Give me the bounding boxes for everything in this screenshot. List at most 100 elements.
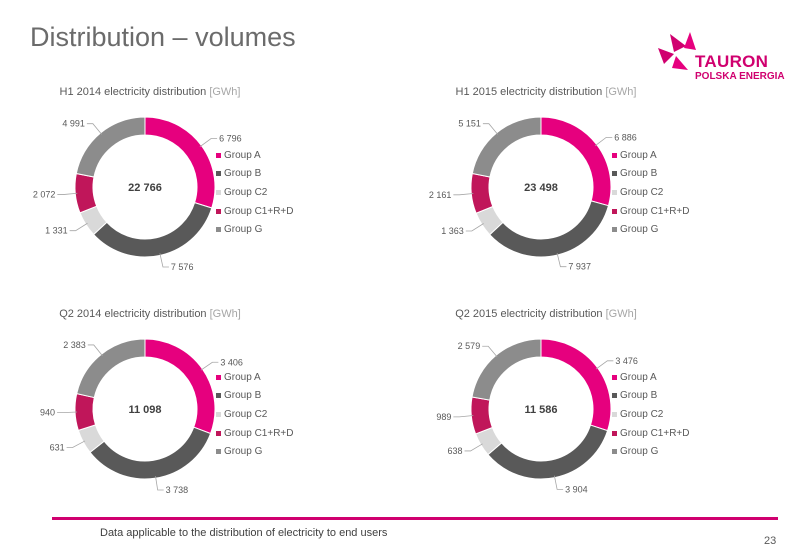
leader-line <box>57 192 78 195</box>
donut-slice <box>76 338 146 399</box>
legend-label: Group C1+R+D <box>224 205 294 217</box>
legend-item: Group B <box>216 387 293 406</box>
chart-title-unit: [GWh] <box>605 308 637 320</box>
donut-slice <box>144 338 216 435</box>
leader-line <box>200 361 219 371</box>
legend: Group A Group B Group C2 Group C1+R+D Group … <box>216 146 293 239</box>
chart-title-unit: [GWh] <box>209 308 241 320</box>
chart-title-unit: [GWh] <box>605 86 637 98</box>
legend-swatch <box>216 393 221 399</box>
legend-label: Group G <box>620 446 659 458</box>
donut-slice <box>89 426 212 480</box>
legend-label: Group B <box>224 390 262 402</box>
chart-title-text: Q2 2014 electricity distribution <box>59 308 210 320</box>
legend-item: Group G <box>216 220 293 239</box>
legend-label: Group G <box>224 446 263 458</box>
legend-swatch <box>612 171 617 177</box>
data-label: 638 <box>448 446 463 456</box>
legend-item: Group B <box>216 165 293 184</box>
legend: Group A Group B Group C2 Group C1+R+D Group … <box>216 368 293 461</box>
donut-slice <box>540 338 612 432</box>
legend-swatch <box>216 227 221 233</box>
leader-line <box>66 440 86 448</box>
donut-slice <box>144 116 216 209</box>
legend-swatch <box>612 411 617 417</box>
legend-swatch <box>612 152 617 158</box>
legend-swatch <box>612 374 617 380</box>
legend-item: Group A <box>216 146 293 165</box>
leader-line <box>465 223 484 232</box>
legend: Group A Group B Group C2 Group C1+R+D Group … <box>612 368 689 461</box>
donut-slice <box>74 393 97 432</box>
leader-line <box>69 222 88 232</box>
chart-panel-h1-2014: H1 2014 electricity distribution [GWh] 6 … <box>0 86 390 286</box>
data-label: 2 383 <box>63 340 86 350</box>
data-label: 2 579 <box>458 341 481 351</box>
donut-total: 11 098 <box>128 404 161 416</box>
data-label: 7 576 <box>171 262 194 272</box>
legend-swatch <box>216 208 221 214</box>
legend-item: Group C2 <box>612 405 689 424</box>
leader-line <box>482 123 499 135</box>
chart-panel-q2-2015: Q2 2015 electricity distribution [GWh] 3 … <box>396 308 786 508</box>
leader-line <box>159 253 169 268</box>
data-label: 6 796 <box>219 133 242 143</box>
chart-title-text: Q2 2015 electricity distribution <box>455 308 606 320</box>
legend-swatch <box>612 449 617 455</box>
chart-title: H1 2015 electricity distribution [GWh] <box>396 86 696 98</box>
legend-label: Group G <box>224 224 263 236</box>
data-label: 2 072 <box>33 190 56 200</box>
data-label: 3 406 <box>220 357 243 367</box>
leader-line <box>595 360 614 370</box>
legend-item: Group C1+R+D <box>612 424 689 443</box>
legend-label: Group C1+R+D <box>224 427 294 439</box>
data-label: 3 476 <box>615 356 638 366</box>
legend-swatch <box>612 189 617 195</box>
legend-item: Group C2 <box>216 405 293 424</box>
data-label: 989 <box>436 412 451 422</box>
donut-slice <box>75 116 146 178</box>
donut-slice <box>74 172 98 214</box>
legend-swatch <box>216 189 221 195</box>
data-label: 7 937 <box>568 262 591 272</box>
donut-slice <box>470 172 494 214</box>
legend-label: Group A <box>224 371 261 383</box>
data-label: 2 161 <box>429 190 452 200</box>
data-label: 631 <box>50 443 65 453</box>
legend-label: Group A <box>224 149 261 161</box>
data-label: 5 151 <box>458 119 481 129</box>
leader-line <box>57 411 78 414</box>
logo-name: TAURON <box>695 52 769 71</box>
legend-label: Group C2 <box>620 408 664 420</box>
donut-slice <box>92 201 213 258</box>
leader-line <box>464 443 483 452</box>
legend-item: Group C1+R+D <box>216 202 293 221</box>
legend-item: Group B <box>612 387 689 406</box>
data-label: 1 331 <box>45 226 68 236</box>
legend-swatch <box>612 393 617 399</box>
donut-total: 11 586 <box>524 404 557 416</box>
legend-swatch <box>612 227 617 233</box>
data-label: 3 738 <box>166 485 189 495</box>
legend-label: Group A <box>620 371 657 383</box>
data-label: 3 904 <box>565 484 588 494</box>
leader-line <box>453 415 474 418</box>
legend-item: Group A <box>612 368 689 387</box>
chart-title-text: H1 2015 electricity distribution <box>455 86 606 98</box>
legend-item: Group G <box>612 220 689 239</box>
legend-item: Group C2 <box>612 183 689 202</box>
data-label: 6 886 <box>614 132 637 142</box>
leader-line <box>556 252 567 268</box>
legend-swatch <box>612 208 617 214</box>
footer-divider <box>52 517 778 520</box>
chart-title: H1 2014 electricity distribution [GWh] <box>0 86 300 98</box>
donut-slice <box>470 396 494 435</box>
chart-title-unit: [GWh] <box>209 86 241 98</box>
page-title: Distribution – volumes <box>30 22 296 52</box>
legend-item: Group B <box>612 165 689 184</box>
leader-line <box>87 344 103 357</box>
legend-item: Group G <box>612 442 689 461</box>
legend-label: Group A <box>620 149 657 161</box>
chart-title: Q2 2015 electricity distribution [GWh] <box>396 308 696 320</box>
legend-swatch <box>216 449 221 455</box>
